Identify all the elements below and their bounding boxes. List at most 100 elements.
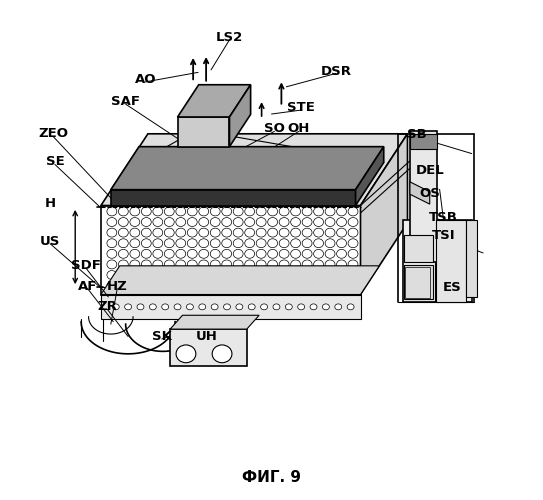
- Polygon shape: [361, 134, 407, 294]
- Ellipse shape: [348, 207, 358, 216]
- Ellipse shape: [210, 281, 220, 290]
- Ellipse shape: [314, 228, 324, 237]
- Ellipse shape: [291, 270, 301, 280]
- Ellipse shape: [107, 218, 117, 226]
- Polygon shape: [111, 146, 384, 190]
- Ellipse shape: [153, 228, 163, 237]
- Ellipse shape: [176, 218, 186, 226]
- Ellipse shape: [222, 260, 232, 269]
- Ellipse shape: [325, 270, 335, 280]
- Ellipse shape: [107, 250, 117, 258]
- Ellipse shape: [233, 281, 243, 290]
- Ellipse shape: [325, 228, 335, 237]
- Ellipse shape: [348, 218, 358, 226]
- Ellipse shape: [187, 218, 197, 226]
- Ellipse shape: [348, 281, 358, 290]
- Ellipse shape: [153, 281, 163, 290]
- Ellipse shape: [222, 228, 232, 237]
- Ellipse shape: [107, 281, 117, 290]
- Ellipse shape: [187, 270, 197, 280]
- Ellipse shape: [256, 250, 266, 258]
- Ellipse shape: [118, 270, 128, 280]
- Text: LS2: LS2: [216, 31, 243, 44]
- Ellipse shape: [325, 281, 335, 290]
- Ellipse shape: [279, 250, 289, 258]
- Ellipse shape: [130, 228, 140, 237]
- Ellipse shape: [302, 239, 312, 248]
- Ellipse shape: [153, 250, 163, 258]
- Ellipse shape: [199, 250, 209, 258]
- Ellipse shape: [347, 304, 354, 310]
- Ellipse shape: [337, 228, 346, 237]
- Ellipse shape: [285, 304, 292, 310]
- Ellipse shape: [279, 270, 289, 280]
- Ellipse shape: [233, 250, 243, 258]
- Ellipse shape: [314, 218, 324, 226]
- Polygon shape: [101, 294, 361, 319]
- Ellipse shape: [130, 218, 140, 226]
- Ellipse shape: [245, 239, 255, 248]
- Ellipse shape: [314, 239, 324, 248]
- Ellipse shape: [268, 260, 277, 269]
- Ellipse shape: [165, 260, 174, 269]
- Ellipse shape: [348, 250, 358, 258]
- Ellipse shape: [335, 304, 342, 310]
- Ellipse shape: [199, 228, 209, 237]
- Polygon shape: [101, 266, 380, 294]
- Polygon shape: [101, 134, 407, 206]
- Polygon shape: [111, 190, 356, 206]
- Ellipse shape: [256, 207, 266, 216]
- Ellipse shape: [314, 281, 324, 290]
- Polygon shape: [178, 84, 251, 117]
- Ellipse shape: [187, 250, 197, 258]
- Ellipse shape: [337, 239, 346, 248]
- Ellipse shape: [141, 218, 151, 226]
- Ellipse shape: [279, 239, 289, 248]
- Ellipse shape: [291, 260, 301, 269]
- Ellipse shape: [130, 239, 140, 248]
- Bar: [404, 265, 433, 300]
- Ellipse shape: [153, 239, 163, 248]
- Ellipse shape: [348, 239, 358, 248]
- Ellipse shape: [245, 281, 255, 290]
- Polygon shape: [410, 132, 437, 262]
- Ellipse shape: [314, 270, 324, 280]
- Ellipse shape: [199, 270, 209, 280]
- Ellipse shape: [291, 250, 301, 258]
- Ellipse shape: [314, 250, 324, 258]
- Ellipse shape: [199, 304, 206, 310]
- Text: AF: AF: [78, 280, 97, 292]
- Ellipse shape: [176, 250, 186, 258]
- Ellipse shape: [187, 228, 197, 237]
- Ellipse shape: [302, 250, 312, 258]
- Text: ES: ES: [443, 280, 462, 293]
- Ellipse shape: [337, 281, 346, 290]
- Ellipse shape: [256, 281, 266, 290]
- Text: ZR: ZR: [97, 300, 117, 314]
- Polygon shape: [101, 206, 361, 294]
- Ellipse shape: [210, 250, 220, 258]
- Bar: [404, 235, 433, 262]
- Ellipse shape: [153, 260, 163, 269]
- Ellipse shape: [337, 250, 346, 258]
- Polygon shape: [361, 134, 407, 294]
- Ellipse shape: [337, 270, 346, 280]
- Ellipse shape: [141, 250, 151, 258]
- Ellipse shape: [302, 260, 312, 269]
- Ellipse shape: [256, 228, 266, 237]
- Ellipse shape: [323, 304, 330, 310]
- Ellipse shape: [337, 218, 346, 226]
- Ellipse shape: [222, 250, 232, 258]
- Ellipse shape: [176, 345, 196, 362]
- Ellipse shape: [268, 218, 277, 226]
- Ellipse shape: [291, 207, 301, 216]
- Polygon shape: [101, 134, 407, 206]
- Ellipse shape: [141, 207, 151, 216]
- Text: ФИГ. 9: ФИГ. 9: [242, 470, 301, 485]
- Ellipse shape: [337, 207, 346, 216]
- Ellipse shape: [176, 281, 186, 290]
- Text: DEL: DEL: [415, 164, 444, 177]
- Ellipse shape: [174, 304, 181, 310]
- Ellipse shape: [256, 260, 266, 269]
- Ellipse shape: [118, 218, 128, 226]
